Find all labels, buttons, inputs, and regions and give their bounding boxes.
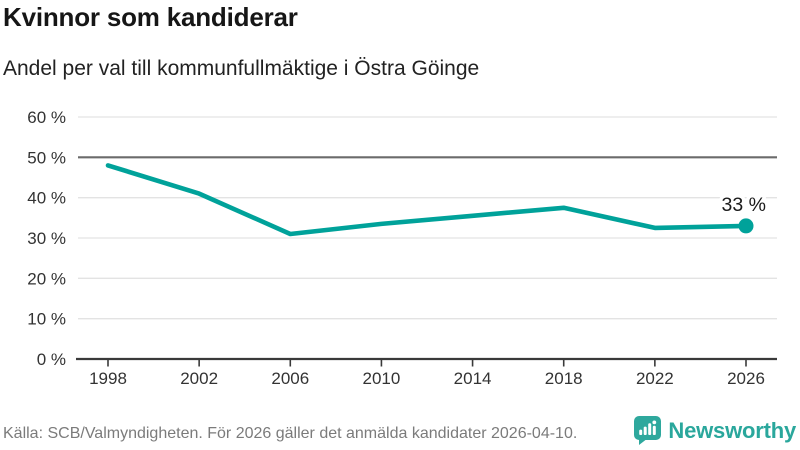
- x-tick-label: 2014: [454, 369, 492, 388]
- data-line: [105, 163, 749, 237]
- end-point-label: 33 %: [722, 194, 766, 216]
- x-tick-label: 2022: [636, 369, 674, 388]
- y-tick-label: 10 %: [27, 310, 66, 329]
- newsworthy-logo-icon: [634, 416, 662, 445]
- y-tick-label: 30 %: [27, 229, 66, 248]
- y-tick-label: 40 %: [27, 189, 66, 208]
- end-point-marker: [738, 218, 754, 234]
- source-note: Källa: SCB/Valmyndigheten. För 2026 gäll…: [3, 425, 578, 442]
- x-tick-label: 2002: [180, 369, 218, 388]
- chart-subtitle: Andel per val till kommunfullmäktige i Ö…: [3, 57, 480, 80]
- y-tick-label: 0 %: [37, 350, 66, 369]
- line-chart: 0 % 10 % 20 % 30 % 40 % 50 % 60 % 1998 2002 2006 2…: [27, 108, 777, 388]
- newsworthy-brand: Newsworthy: [634, 416, 796, 445]
- footer: Källa: SCB/Valmyndigheten. För 2026 gäll…: [0, 412, 800, 450]
- y-tick-label: 20 %: [27, 269, 66, 288]
- chart-title: Kvinnor som kandiderar: [3, 2, 298, 32]
- x-tick-label: 2018: [545, 369, 583, 388]
- newsworthy-wordmark: Newsworthy: [668, 417, 796, 443]
- y-tick-label: 60 %: [27, 108, 66, 127]
- x-tick-label: 2026: [727, 369, 765, 388]
- x-tick-label: 2010: [363, 369, 401, 388]
- x-tick-label: 1998: [89, 369, 127, 388]
- x-tick-label: 2006: [271, 369, 309, 388]
- y-tick-label: 50 %: [27, 148, 66, 167]
